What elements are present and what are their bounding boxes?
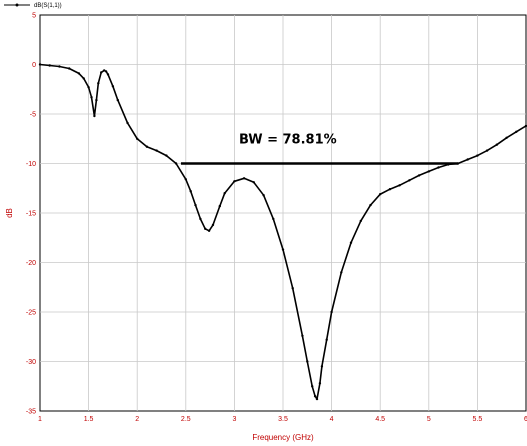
y-tick-label: -30 — [26, 359, 36, 366]
data-point — [68, 67, 71, 70]
data-point — [349, 241, 353, 244]
data-point — [291, 287, 294, 290]
data-point — [233, 180, 236, 183]
data-point — [126, 121, 129, 125]
data-point — [524, 124, 527, 128]
data-point — [388, 188, 392, 191]
x-tick-labels: 1 1.5 2 2.5 3 3.5 4 4.5 5 5.5 6 — [38, 416, 527, 423]
data-point — [252, 181, 255, 184]
annotation-group: BW = 78.81% — [180, 133, 458, 165]
data-point — [398, 184, 401, 187]
data-point — [90, 96, 93, 99]
data-point — [340, 271, 343, 274]
data-point — [189, 190, 192, 193]
x-tick-label: 1 — [38, 416, 42, 423]
x-tick-label: 3.5 — [278, 416, 288, 423]
data-point — [466, 158, 469, 161]
data-point — [199, 217, 202, 221]
y-tick-label: -10 — [26, 161, 36, 168]
x-tick-label: 4 — [330, 416, 334, 423]
data-point — [262, 194, 265, 197]
data-point — [100, 71, 103, 74]
data-point — [369, 203, 372, 207]
data-point — [207, 229, 211, 232]
data-point — [174, 162, 178, 165]
data-point — [82, 77, 85, 80]
data-point — [311, 385, 314, 388]
data-point — [58, 65, 61, 68]
x-tick-label: 3 — [232, 416, 236, 423]
y-tick-label: -5 — [30, 112, 36, 119]
data-point — [417, 174, 421, 177]
x-tick-label: 1.5 — [84, 416, 94, 423]
y-tick-label: -20 — [26, 260, 36, 267]
data-point — [318, 382, 322, 385]
data-point — [184, 178, 187, 181]
x-axis-label: Frequency (GHz) — [252, 433, 314, 442]
x-tick-label: 5 — [427, 416, 431, 423]
data-point — [359, 219, 362, 223]
x-tick-label: 5.5 — [473, 416, 483, 423]
data-point — [427, 170, 430, 173]
data-point — [211, 223, 215, 227]
data-point — [313, 395, 317, 398]
x-tick-label: 2.5 — [181, 416, 191, 423]
data-point — [165, 154, 168, 157]
data-point — [116, 98, 120, 102]
data-point — [242, 177, 246, 180]
data-point — [218, 204, 221, 208]
x-tick-label: 4.5 — [375, 416, 385, 423]
data-point — [106, 73, 110, 76]
data-point — [111, 85, 115, 88]
data-point — [93, 114, 96, 118]
data-point — [306, 360, 309, 363]
legend-marker — [15, 3, 19, 7]
y-tick-label: 0 — [32, 62, 36, 69]
data-point — [281, 248, 285, 251]
data-point — [476, 154, 479, 157]
y-tick-label: -15 — [26, 211, 36, 218]
y-tick-label: 5 — [32, 13, 36, 20]
data-point — [315, 397, 319, 401]
data-point — [103, 69, 106, 72]
bandwidth-label: BW = 78.81% — [239, 133, 337, 148]
x-tick-label: 2 — [135, 416, 139, 423]
legend: dB(S(1,1)) — [4, 3, 62, 9]
data-point — [48, 64, 51, 67]
data-point — [77, 72, 81, 75]
y-tick-label: -35 — [26, 409, 36, 416]
data-point — [136, 137, 139, 140]
y-tick-labels: 5 0 -5 -10 -15 -20 -25 -30 -35 — [26, 13, 36, 416]
data-point — [38, 63, 42, 66]
data-point — [223, 192, 226, 195]
data-point — [515, 130, 518, 133]
data-point — [505, 136, 508, 139]
legend-label: dB(S(1,1)) — [34, 3, 62, 9]
data-point — [104, 70, 108, 73]
data-point — [155, 149, 158, 152]
data-point — [437, 166, 440, 169]
data-point — [301, 334, 304, 337]
data-point — [330, 310, 333, 314]
series-group — [38, 63, 527, 401]
y-tick-label: -25 — [26, 310, 36, 317]
data-point — [97, 82, 100, 85]
data-point — [145, 145, 149, 148]
data-point — [379, 193, 382, 196]
data-point — [485, 149, 489, 152]
data-point — [495, 143, 498, 146]
data-point — [408, 179, 411, 182]
data-point — [325, 338, 328, 341]
data-point — [95, 98, 98, 102]
data-point — [204, 227, 207, 230]
x-tick-label: 6 — [524, 416, 527, 423]
data-point — [272, 217, 275, 221]
gridlines — [40, 15, 526, 411]
data-point — [87, 86, 90, 89]
y-axis-label: dB — [5, 208, 14, 218]
data-point — [320, 365, 324, 368]
data-point — [194, 203, 197, 207]
